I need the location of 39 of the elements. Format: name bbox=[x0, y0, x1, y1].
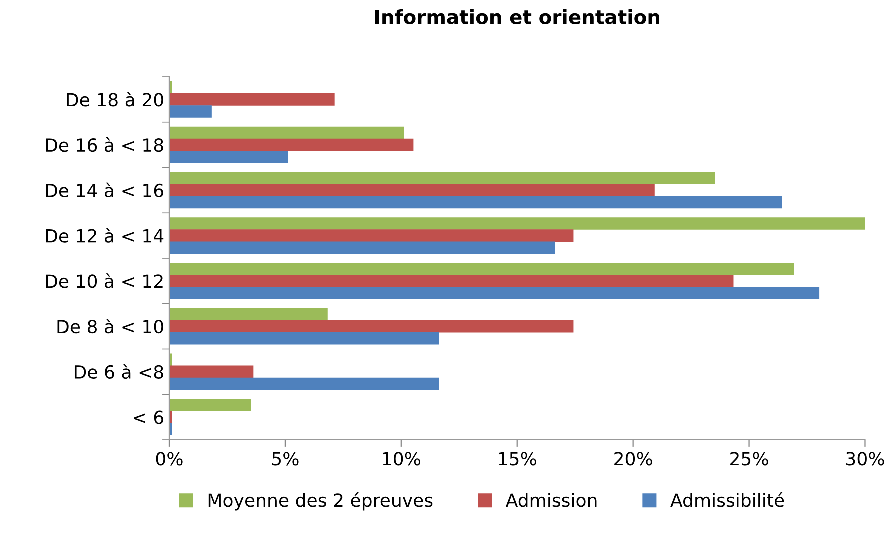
bar bbox=[169, 287, 820, 300]
bar bbox=[169, 308, 328, 321]
y-tick-label: De 6 à <8 bbox=[74, 364, 164, 380]
x-tick-label: 5% bbox=[272, 452, 299, 466]
bar bbox=[169, 172, 716, 184]
bar bbox=[169, 366, 254, 378]
legend-label: Moyenne des 2 épreuves bbox=[208, 492, 433, 511]
legend-label: Admissibilité bbox=[670, 492, 784, 508]
y-tick-label: De 14 à < 16 bbox=[46, 182, 164, 198]
bar bbox=[169, 275, 734, 288]
x-tick-label: 10% bbox=[383, 452, 420, 466]
bar bbox=[169, 94, 335, 106]
bar bbox=[169, 151, 288, 164]
legend-label: Admission bbox=[506, 493, 597, 508]
x-tick-label: 0% bbox=[156, 452, 183, 466]
bar bbox=[169, 378, 440, 390]
y-tick-label: De 12 à < 14 bbox=[46, 228, 164, 243]
bar bbox=[169, 332, 440, 345]
y-tick-label: De 16 à < 18 bbox=[46, 137, 164, 152]
y-tick-label: De 10 à < 12 bbox=[46, 274, 163, 288]
y-tick-label: De 18 à 20 bbox=[67, 92, 164, 107]
x-tick-label: 30% bbox=[846, 452, 884, 466]
bar bbox=[169, 242, 556, 254]
bar bbox=[169, 399, 252, 412]
y-tick-label: De 8 à < 10 bbox=[58, 318, 164, 334]
bar bbox=[169, 106, 212, 118]
bar bbox=[169, 196, 782, 209]
x-tick-label: 20% bbox=[614, 452, 652, 466]
bar bbox=[169, 262, 794, 276]
chart-title: Information et orientation bbox=[376, 9, 660, 24]
x-tick-label: 15% bbox=[499, 452, 536, 466]
bar bbox=[169, 320, 574, 333]
y-tick-label: < 6 bbox=[134, 410, 164, 424]
bar bbox=[169, 184, 655, 197]
bar bbox=[169, 126, 404, 140]
bar bbox=[169, 218, 866, 230]
bar bbox=[169, 138, 414, 152]
bar bbox=[169, 230, 574, 242]
x-tick-label: 25% bbox=[730, 452, 768, 466]
